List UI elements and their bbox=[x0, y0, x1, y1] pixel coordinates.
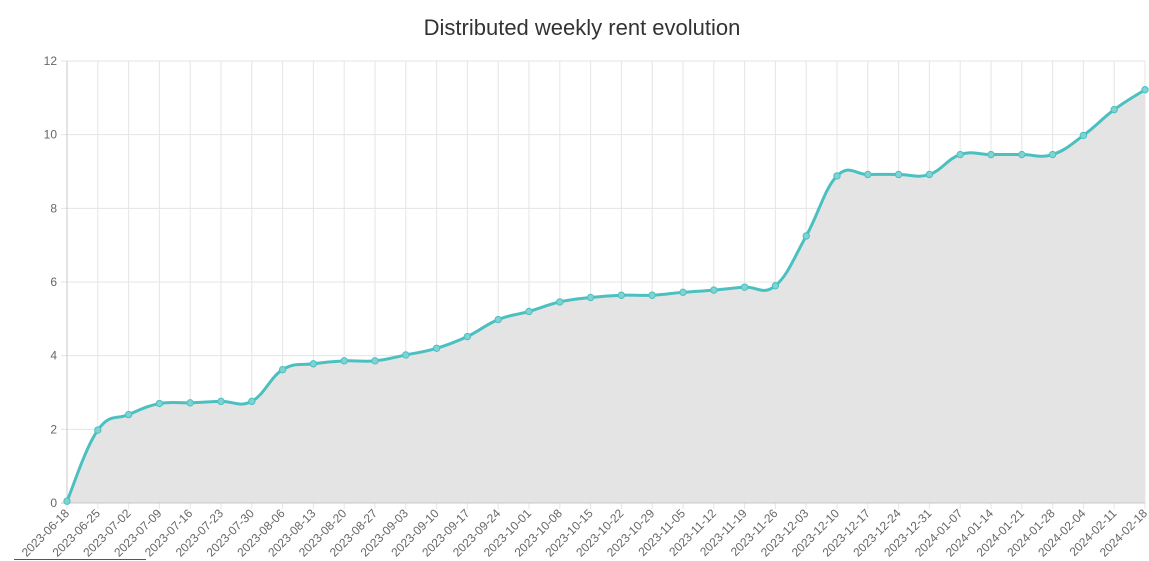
y-tick-label: 6 bbox=[50, 275, 57, 289]
data-point[interactable] bbox=[371, 357, 379, 365]
data-point[interactable] bbox=[864, 170, 872, 179]
data-point[interactable] bbox=[1018, 150, 1026, 159]
data-point[interactable] bbox=[556, 298, 564, 306]
chart-title: Distributed weekly rent evolution bbox=[423, 15, 741, 40]
y-tick-label: 8 bbox=[50, 201, 57, 215]
data-point[interactable] bbox=[710, 286, 718, 294]
data-point[interactable] bbox=[309, 360, 318, 368]
data-points bbox=[63, 86, 1149, 505]
data-point[interactable] bbox=[894, 170, 903, 179]
data-point[interactable] bbox=[525, 307, 533, 316]
data-point[interactable] bbox=[217, 397, 225, 406]
data-point[interactable] bbox=[833, 172, 841, 180]
y-tick-label: 2 bbox=[50, 422, 57, 436]
data-point[interactable] bbox=[679, 288, 687, 297]
x-axis-ticks: 2023-06-182023-06-252023-07-022023-07-09… bbox=[19, 506, 1149, 560]
y-tick-label: 4 bbox=[50, 349, 57, 363]
data-point[interactable] bbox=[987, 150, 995, 159]
data-point[interactable] bbox=[124, 410, 133, 419]
bottom-divider bbox=[14, 559, 146, 560]
data-point[interactable] bbox=[432, 344, 441, 352]
data-point[interactable] bbox=[1110, 105, 1118, 114]
data-point[interactable] bbox=[956, 150, 964, 159]
y-axis-ticks: 0 2 4 6 8 10 12 bbox=[44, 54, 58, 510]
data-point[interactable] bbox=[648, 291, 656, 299]
data-point[interactable] bbox=[802, 232, 810, 240]
y-tick-label: 0 bbox=[50, 496, 57, 510]
data-point[interactable] bbox=[340, 357, 348, 365]
data-point[interactable] bbox=[925, 170, 934, 179]
data-point[interactable] bbox=[771, 281, 780, 290]
data-point[interactable] bbox=[740, 283, 749, 291]
data-point[interactable] bbox=[586, 293, 595, 302]
data-point[interactable] bbox=[617, 291, 626, 299]
y-tick-label: 12 bbox=[44, 54, 58, 68]
data-point[interactable] bbox=[463, 332, 472, 341]
data-point[interactable] bbox=[278, 365, 287, 374]
axes bbox=[61, 61, 1145, 504]
data-point[interactable] bbox=[1048, 150, 1057, 159]
data-point[interactable] bbox=[402, 351, 410, 359]
data-point[interactable] bbox=[494, 315, 502, 324]
data-point[interactable] bbox=[1141, 86, 1149, 94]
y-tick-label: 10 bbox=[44, 128, 58, 142]
data-point[interactable] bbox=[63, 497, 71, 505]
data-point[interactable] bbox=[186, 399, 194, 407]
data-point[interactable] bbox=[1079, 131, 1088, 140]
data-point[interactable] bbox=[155, 399, 164, 408]
data-point[interactable] bbox=[94, 426, 102, 434]
data-point[interactable] bbox=[248, 397, 256, 406]
